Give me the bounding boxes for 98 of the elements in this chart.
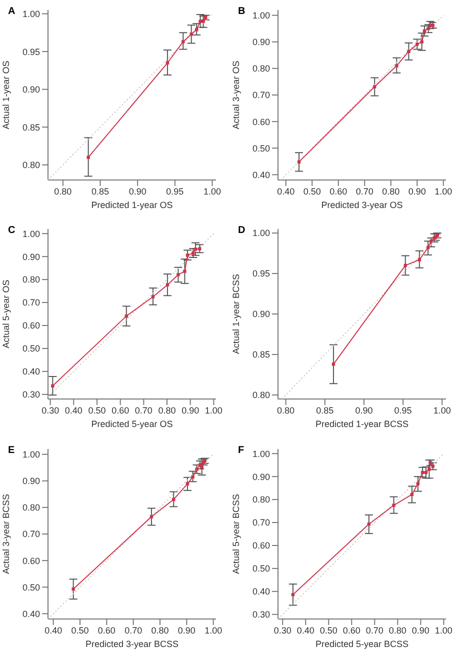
x-tick-label: 1.00	[434, 186, 452, 196]
y-tick-label: 0.95	[22, 46, 40, 57]
x-tick-label: 1.00	[433, 406, 451, 416]
x-tick-label: 0.70	[134, 406, 152, 416]
y-tick-label: 0.90	[252, 310, 270, 320]
x-tick-label: 0.90	[408, 186, 426, 196]
y-tick-label: 0.50	[252, 563, 270, 574]
y-tick-label: 0.40	[22, 366, 40, 377]
x-tick-label: 1.00	[204, 186, 222, 196]
y-tick-label: 0.60	[22, 321, 40, 332]
x-tick-label: 0.50	[71, 625, 89, 636]
y-axis-title: Actual 5-year BCSS	[231, 494, 242, 574]
y-axis-title: Actual 3-year OS	[231, 60, 242, 130]
y-tick-label: 0.85	[22, 122, 40, 132]
y-tick-label: 0.70	[22, 298, 40, 308]
x-tick-label: 1.00	[204, 406, 222, 416]
y-tick-label: 0.80	[252, 390, 270, 400]
x-tick-label: 0.40	[44, 625, 62, 636]
chart-title: F	[238, 444, 244, 456]
x-tick-label: 0.80	[388, 625, 406, 636]
y-tick-label: 1.00	[252, 10, 270, 21]
x-axis-title: Predicted 3-year BCSS	[85, 638, 179, 649]
y-axis-title: Actual 3-year BCSS	[1, 494, 12, 574]
x-tick-label: 0.80	[277, 406, 295, 416]
x-tick-label: 0.60	[112, 406, 130, 416]
y-tick-label: 1.00	[22, 229, 40, 240]
chart-title: D	[238, 225, 246, 236]
x-tick-label: 0.40	[64, 406, 82, 416]
x-tick-label: 0.90	[178, 625, 196, 636]
x-tick-label: 1.00	[434, 625, 452, 636]
y-tick-label: 0.40	[22, 608, 40, 619]
y-tick-label: 1.00	[22, 449, 40, 460]
x-tick-label: 0.50	[320, 625, 338, 636]
chart-title: E	[8, 444, 15, 456]
y-tick-label: 0.40	[252, 586, 270, 596]
x-tick-label: 0.70	[124, 625, 142, 636]
y-axis-title: Actual 1-year BCSS	[231, 274, 242, 354]
x-tick-label: 0.70	[356, 186, 374, 196]
x-tick-label: 0.90	[128, 186, 146, 196]
y-tick-label: 0.30	[22, 390, 40, 400]
y-tick-label: 0.80	[22, 502, 40, 512]
y-tick-label: 1.00	[252, 228, 270, 239]
y-tick-label: 0.70	[252, 517, 270, 528]
y-tick-label: 0.90	[252, 471, 270, 482]
y-tick-label: 0.70	[22, 528, 40, 539]
y-axis-title: Actual 5-year OS	[1, 280, 12, 349]
x-tick-label: 0.70	[366, 625, 384, 636]
x-tick-label: 0.40	[277, 186, 295, 196]
y-tick-label: 1.00	[22, 8, 40, 19]
x-tick-label: 0.85	[92, 186, 110, 196]
x-tick-label: 0.80	[151, 625, 169, 636]
y-tick-label: 0.80	[22, 160, 40, 170]
x-tick-label: 0.60	[342, 625, 360, 636]
y-tick-label: 0.90	[252, 37, 270, 48]
x-tick-label: 0.85	[316, 406, 334, 416]
x-tick-label: 0.40	[296, 625, 314, 636]
y-tick-label: 0.85	[252, 350, 270, 360]
x-tick-label: 1.00	[204, 625, 222, 636]
x-tick-label: 0.95	[394, 406, 412, 416]
x-tick-label: 0.80	[382, 186, 400, 196]
y-tick-label: 0.90	[22, 84, 40, 95]
y-tick-label: 0.80	[252, 494, 270, 504]
chart-title: A	[8, 6, 16, 17]
x-tick-label: 0.50	[303, 186, 321, 196]
x-tick-label: 0.95	[166, 186, 184, 196]
x-tick-label: 0.30	[274, 625, 292, 636]
x-tick-label: 0.60	[330, 186, 348, 196]
chart-title: C	[8, 225, 16, 236]
x-tick-label: 0.80	[54, 186, 72, 196]
y-tick-label: 0.40	[252, 170, 270, 180]
x-axis-title: Predicted 5-year OS	[91, 419, 173, 430]
y-tick-label: 0.80	[252, 64, 270, 74]
x-axis-title: Predicted 1-year OS	[91, 200, 173, 210]
x-tick-label: 0.50	[88, 406, 106, 416]
x-tick-label: 0.60	[98, 625, 116, 636]
y-tick-label: 0.80	[22, 275, 40, 286]
y-tick-label: 0.95	[252, 269, 270, 280]
y-tick-label: 0.70	[252, 90, 270, 100]
x-axis-title: Predicted 1-year BCSS	[315, 419, 409, 430]
y-tick-label: 0.50	[252, 143, 270, 154]
chart-title: B	[238, 6, 246, 17]
y-tick-label: 0.60	[252, 540, 270, 550]
x-tick-label: 0.30	[42, 406, 60, 416]
x-axis-title: Predicted 5-year BCSS	[315, 638, 409, 649]
y-tick-label: 0.50	[22, 344, 40, 354]
y-axis-title: Actual 1-year OS	[1, 60, 12, 130]
x-tick-label: 0.90	[412, 625, 430, 636]
y-tick-label: 0.90	[22, 252, 40, 262]
y-tick-label: 0.30	[252, 609, 270, 620]
y-tick-label: 0.90	[22, 476, 40, 486]
y-tick-label: 1.00	[252, 448, 270, 458]
x-tick-label: 0.90	[355, 406, 373, 416]
y-tick-label: 0.50	[22, 582, 40, 592]
x-axis-title: Predicted 3-year OS	[321, 200, 403, 210]
x-tick-label: 0.90	[182, 406, 200, 416]
y-tick-label: 0.60	[252, 116, 270, 127]
y-tick-label: 0.60	[22, 555, 40, 566]
x-tick-label: 0.80	[158, 406, 176, 416]
